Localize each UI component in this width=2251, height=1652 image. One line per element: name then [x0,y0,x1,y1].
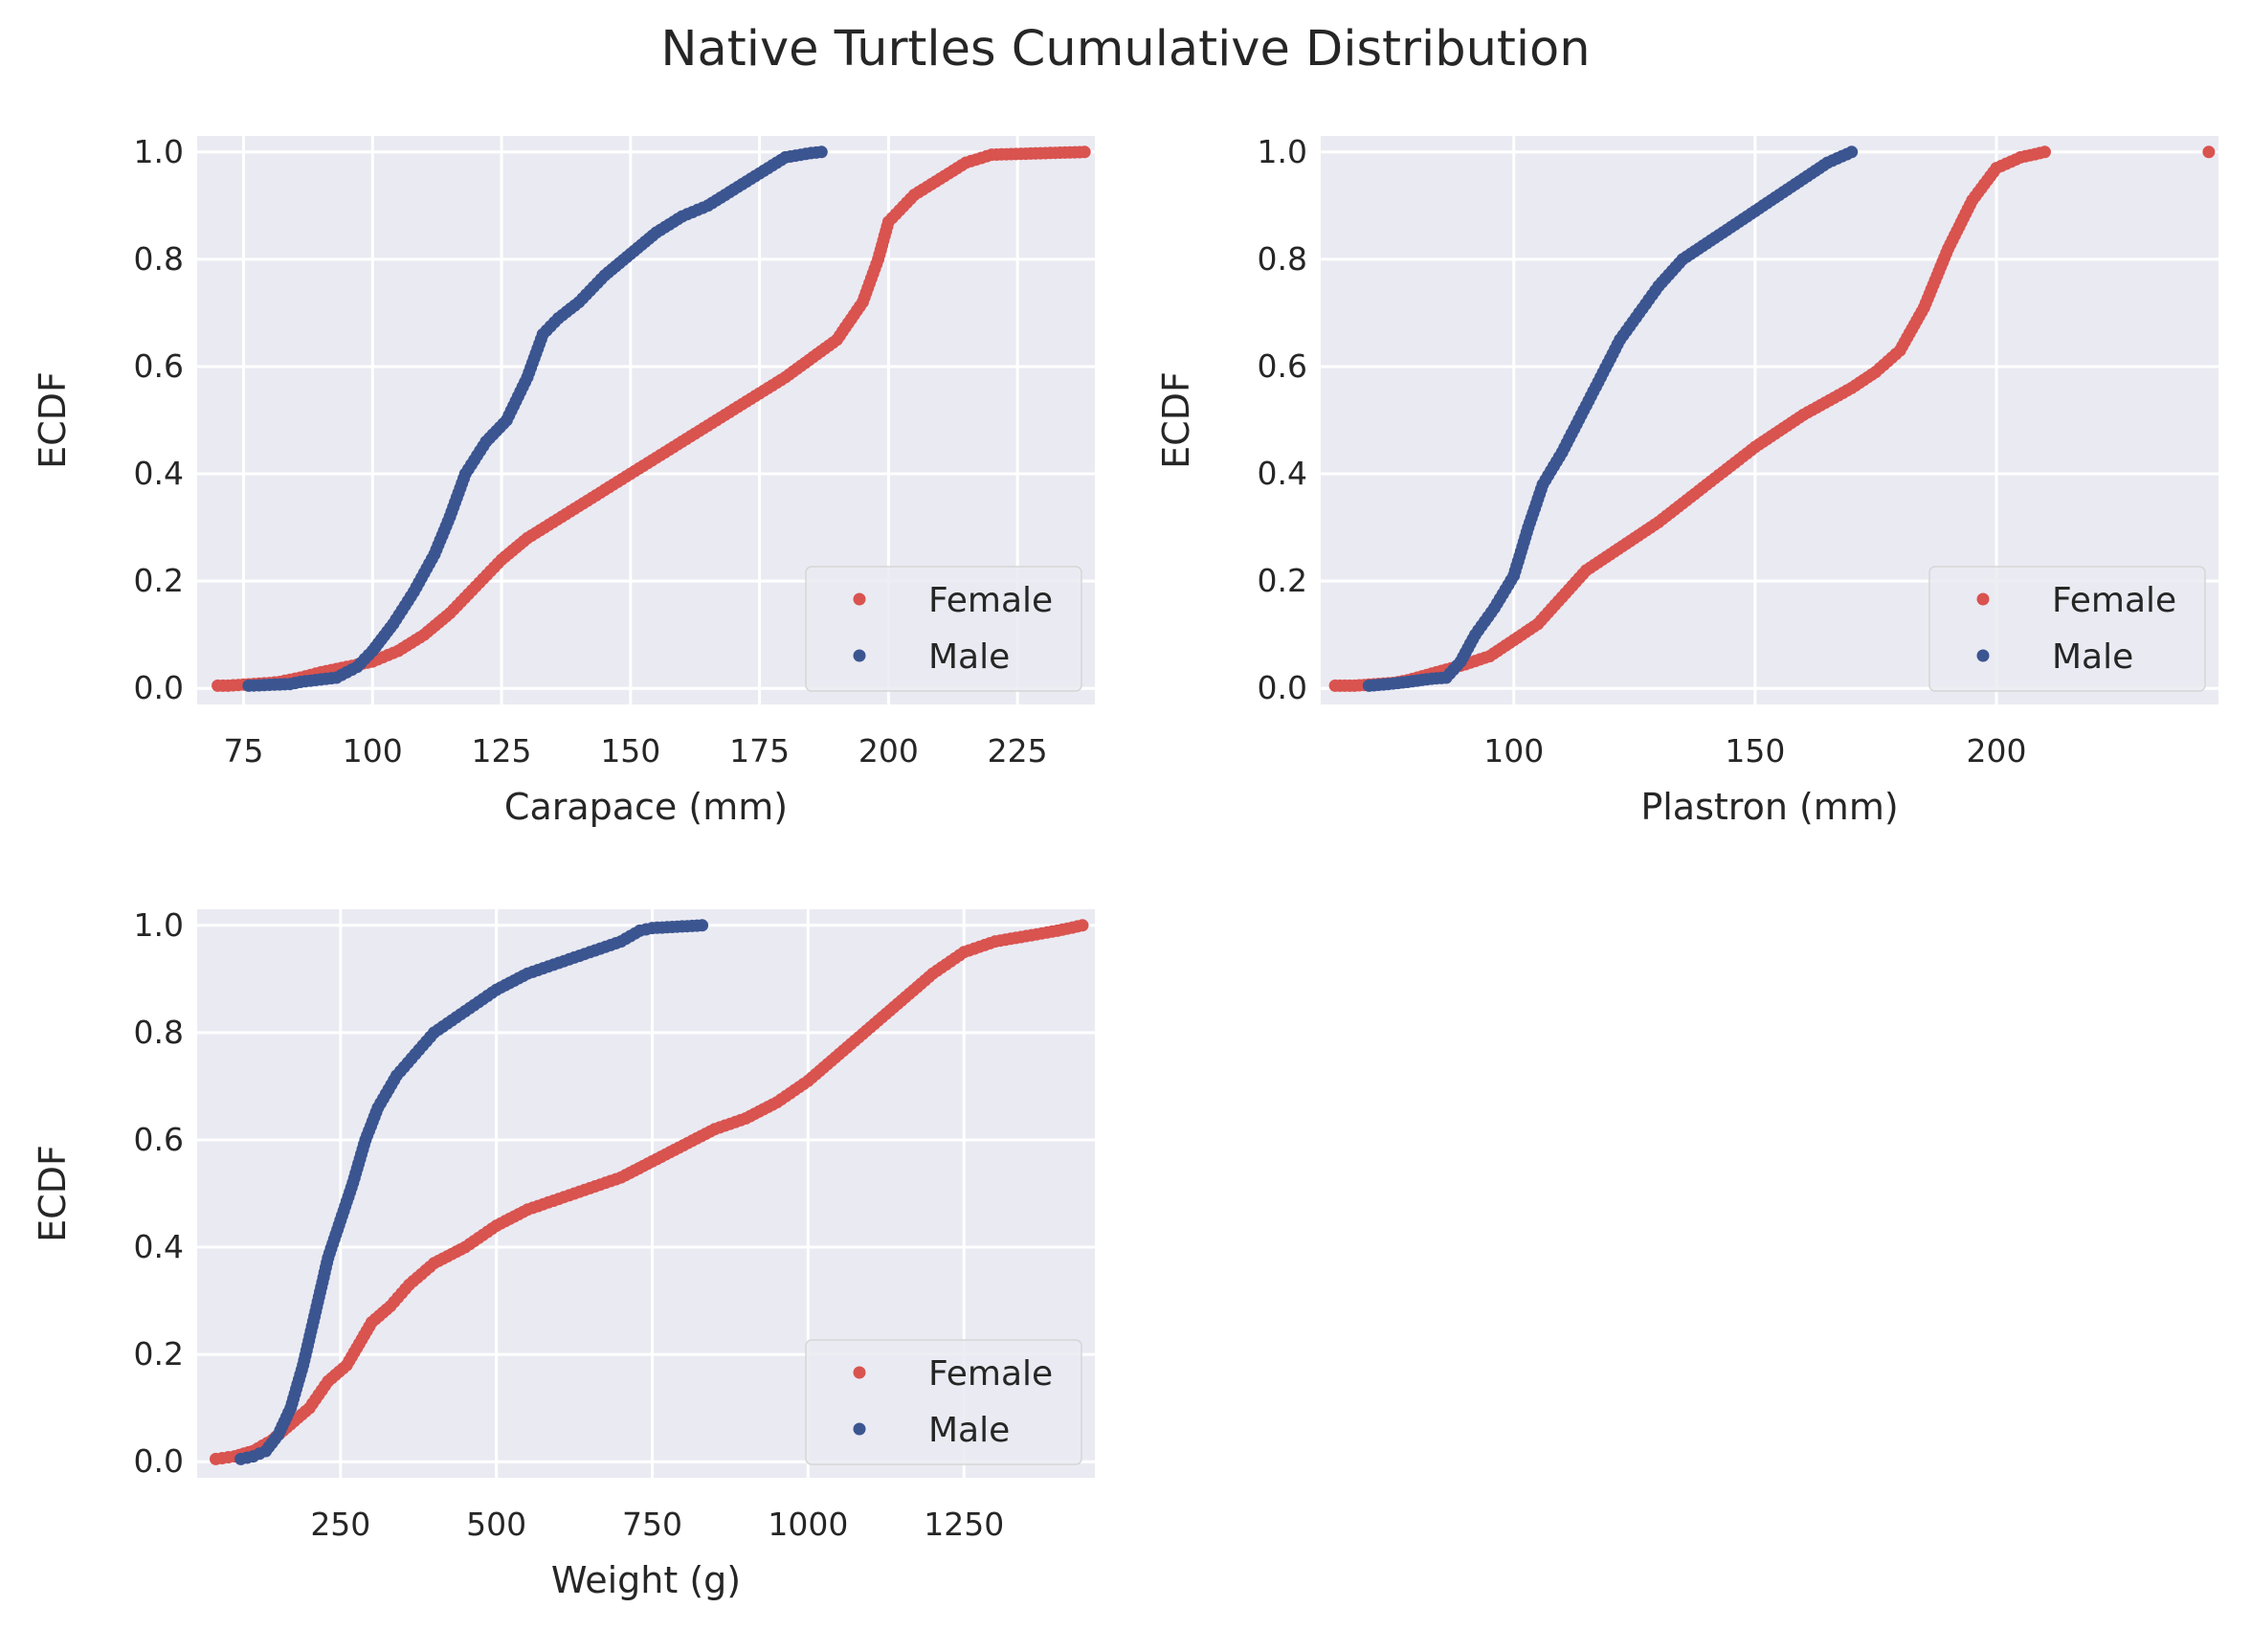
y-axis-label: ECDF [1155,371,1197,469]
data-point [696,919,709,932]
carapace-ecdf-panel: 0.0 0.2 0.4 0.6 0.8 1.0 75 100 125 150 175 200 225 Ca… [32,133,1095,828]
legend-entry-male: Male [2052,637,2133,677]
x-tick-label: 125 [472,732,532,770]
x-tick-label: 1000 [768,1506,848,1543]
y-tick-label: 1.0 [134,133,184,170]
data-point [1845,145,1859,159]
legend-entry-female: Female [928,1354,1053,1394]
legend-marker [853,592,866,606]
y-tick-label: 1.0 [134,906,184,944]
legend-box [1928,566,2206,692]
series-female [1328,145,2216,692]
legend: Female Male [1928,566,2206,692]
legend-marker [1976,592,1990,606]
legend: Female Male [805,566,1082,692]
y-tick-label: 0.8 [134,1014,184,1051]
x-tick-label: 500 [466,1506,526,1543]
y-tick-label: 0.0 [134,1442,184,1480]
x-axis-label: Carapace (mm) [504,786,788,828]
legend-box [805,566,1082,692]
legend-entry-male: Male [928,1411,1010,1450]
data-point [1076,919,1089,932]
x-tick-label: 150 [600,732,660,770]
y-axis-label: ECDF [32,371,74,469]
x-tick-label: 250 [310,1506,370,1543]
x-tick-label: 750 [622,1506,682,1543]
data-point [2039,145,2051,159]
data-point [2202,145,2216,159]
x-tick-label: 100 [343,732,403,770]
weight-ecdf-panel: 0.0 0.2 0.4 0.6 0.8 1.0 250 500 750 1000 1250 Weigh… [32,906,1095,1601]
series-female [212,145,1091,692]
legend-marker [1976,649,1990,662]
y-tick-label: 0.4 [134,1228,184,1265]
legend-entry-female: Female [928,581,1053,620]
y-tick-label: 0.8 [134,240,184,278]
y-tick-label: 0.0 [134,669,184,706]
x-axis-label: Weight (g) [551,1559,741,1601]
plastron-ecdf-panel: 0.0 0.2 0.4 0.6 0.8 1.0 100 150 200 Plastron (mm)… [1155,133,2218,828]
x-tick-label: 75 [224,732,264,770]
series-male [1362,145,1859,692]
legend-entry-female: Female [2052,581,2176,620]
legend-box [805,1339,1082,1465]
x-tick-label: 225 [988,732,1048,770]
legend-marker [853,1366,866,1379]
series-male [242,145,828,692]
legend: Female Male [805,1339,1082,1465]
y-tick-label: 0.4 [1258,455,1307,492]
x-axis-label: Plastron (mm) [1640,786,1898,828]
y-tick-label: 0.2 [1258,562,1307,599]
y-tick-label: 0.4 [134,455,184,492]
y-tick-label: 0.2 [134,1335,184,1373]
x-tick-label: 100 [1483,732,1544,770]
figure-title: Native Turtles Cumulative Distribution [660,21,1590,78]
y-axis-label: ECDF [32,1145,74,1242]
data-point [814,145,828,159]
y-tick-label: 0.6 [1258,347,1307,385]
series-male [234,919,709,1465]
x-tick-label: 200 [1967,732,2027,770]
y-tick-label: 0.0 [1258,669,1307,706]
x-tick-label: 150 [1725,732,1785,770]
x-tick-label: 1250 [924,1506,1004,1543]
y-tick-label: 1.0 [1258,133,1307,170]
y-tick-label: 0.6 [134,347,184,385]
legend-entry-male: Male [928,637,1010,677]
legend-marker [853,1422,866,1436]
legend-marker [853,649,866,662]
x-tick-label: 200 [858,732,919,770]
y-tick-label: 0.2 [134,562,184,599]
y-tick-label: 0.8 [1258,240,1307,278]
y-tick-label: 0.6 [134,1121,184,1158]
x-tick-label: 175 [729,732,790,770]
data-point [1078,145,1091,159]
